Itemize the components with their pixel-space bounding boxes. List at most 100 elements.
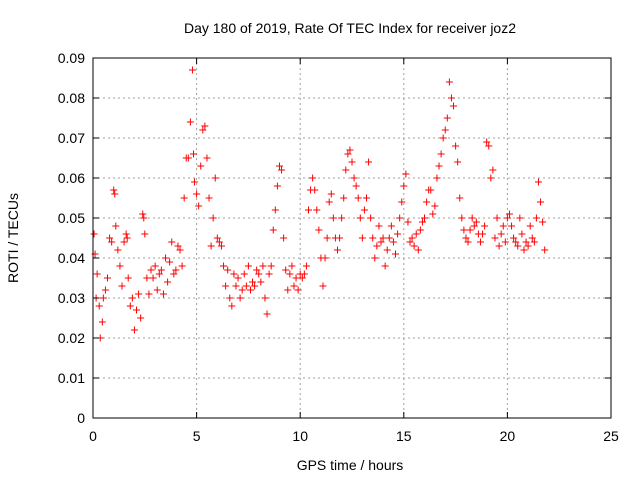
data-point xyxy=(508,222,516,230)
data-point xyxy=(443,114,451,122)
data-point xyxy=(392,250,400,258)
data-point xyxy=(111,190,119,198)
data-point xyxy=(271,206,279,214)
data-point xyxy=(400,182,408,190)
data-point xyxy=(201,122,209,130)
data-point xyxy=(350,174,358,182)
data-point xyxy=(408,234,416,242)
data-point xyxy=(381,262,389,270)
data-point xyxy=(278,166,286,174)
data-point xyxy=(319,282,327,290)
data-point xyxy=(528,234,536,242)
data-point xyxy=(313,206,321,214)
data-point xyxy=(288,262,296,270)
data-point xyxy=(188,66,196,74)
y-tick-label: 0.06 xyxy=(58,170,85,186)
data-point xyxy=(174,242,182,250)
data-point xyxy=(122,230,130,238)
data-point xyxy=(398,198,406,206)
data-point xyxy=(501,238,509,246)
data-point xyxy=(106,234,114,242)
data-point xyxy=(292,274,300,282)
data-point xyxy=(108,238,116,246)
data-point xyxy=(412,230,420,238)
data-point xyxy=(143,274,151,282)
data-point xyxy=(363,194,371,202)
data-point xyxy=(130,326,138,334)
data-point xyxy=(265,270,273,278)
x-tick-label: 5 xyxy=(193,428,201,444)
data-point xyxy=(497,230,505,238)
data-point xyxy=(404,218,412,226)
data-point xyxy=(186,118,194,126)
data-point xyxy=(203,154,211,162)
data-point xyxy=(114,246,122,254)
data-point xyxy=(369,234,377,242)
data-point xyxy=(139,210,147,218)
data-point xyxy=(373,242,381,250)
data-point xyxy=(485,142,493,150)
grid-lines xyxy=(93,58,611,418)
data-point xyxy=(207,242,215,250)
data-point xyxy=(95,302,103,310)
data-point xyxy=(166,258,174,266)
y-tick-label: 0.08 xyxy=(58,90,85,106)
data-point xyxy=(454,158,462,166)
data-point xyxy=(191,178,199,186)
data-point xyxy=(263,310,271,318)
data-point xyxy=(259,262,267,270)
data-point xyxy=(222,282,230,290)
data-point xyxy=(215,238,223,246)
data-point xyxy=(244,262,252,270)
data-point xyxy=(101,286,109,294)
data-point xyxy=(311,186,319,194)
data-point xyxy=(220,262,228,270)
data-point xyxy=(539,218,547,226)
data-point xyxy=(205,194,213,202)
data-point xyxy=(479,230,487,238)
data-point xyxy=(209,214,217,222)
data-point xyxy=(518,230,526,238)
data-point xyxy=(427,186,435,194)
data-point xyxy=(499,222,507,230)
data-point xyxy=(123,234,131,242)
data-point xyxy=(537,198,545,206)
data-point xyxy=(340,194,348,202)
data-point xyxy=(458,214,466,222)
data-point xyxy=(151,262,159,270)
x-tick-label: 0 xyxy=(89,428,97,444)
data-point xyxy=(522,238,530,246)
data-point xyxy=(228,302,236,310)
x-tick-label: 25 xyxy=(603,428,619,444)
data-point xyxy=(168,238,176,246)
data-point xyxy=(435,162,443,170)
data-point xyxy=(180,194,188,202)
data-point xyxy=(503,214,511,222)
data-point xyxy=(375,222,383,230)
data-point xyxy=(338,214,346,222)
data-point xyxy=(124,274,132,282)
data-points xyxy=(90,66,549,342)
data-point xyxy=(282,266,290,274)
data-point xyxy=(367,214,375,222)
data-point xyxy=(505,210,513,218)
axes: 0 0.01 0.02 0.03 0.04 0.05 0.06 0.07 0.08 0.09 0 5 1… xyxy=(58,50,619,444)
x-axis-label: GPS time / hours xyxy=(297,457,404,473)
data-point xyxy=(251,282,259,290)
y-tick-label: 0.01 xyxy=(58,370,85,386)
data-point xyxy=(112,222,120,230)
data-point xyxy=(280,234,288,242)
data-point xyxy=(365,158,373,166)
data-point xyxy=(418,218,426,226)
data-point xyxy=(327,190,335,198)
data-point xyxy=(421,214,429,222)
data-point xyxy=(414,246,422,254)
data-point xyxy=(487,174,495,182)
y-tick-label: 0.09 xyxy=(58,50,85,66)
data-point xyxy=(224,266,232,274)
data-point xyxy=(172,266,180,274)
data-point xyxy=(226,294,234,302)
data-point xyxy=(93,270,101,278)
data-point xyxy=(232,282,240,290)
